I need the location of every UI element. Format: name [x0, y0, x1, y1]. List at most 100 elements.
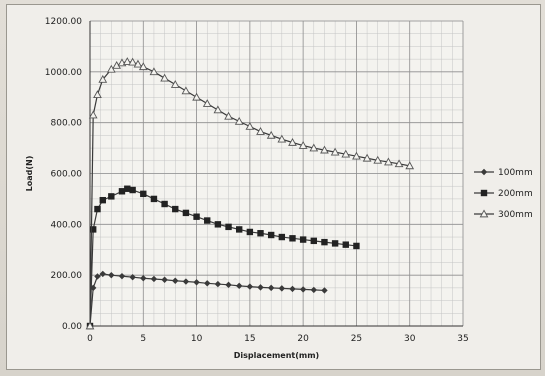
- data-point-100mm: [204, 280, 211, 287]
- data-point-300mm: [88, 110, 98, 119]
- data-point-300mm: [149, 67, 159, 76]
- data-point-100mm: [193, 279, 200, 286]
- legend-label-300mm: 300mm: [498, 210, 533, 220]
- data-point-200mm: [214, 221, 222, 228]
- data-point-100mm: [150, 275, 158, 283]
- data-point-300mm: [224, 111, 233, 120]
- data-point-100mm: [257, 284, 264, 291]
- data-point-100mm: [321, 287, 328, 294]
- data-point-200mm: [129, 186, 136, 194]
- data-point-300mm: [330, 147, 340, 156]
- data-point-300mm: [256, 127, 265, 135]
- legend-marker-100mm: [480, 168, 488, 176]
- data-point-300mm: [181, 86, 191, 95]
- data-point-200mm: [118, 188, 126, 195]
- data-point-200mm: [124, 185, 131, 192]
- data-point-100mm: [289, 285, 296, 293]
- data-point-300mm: [384, 157, 393, 166]
- data-point-300mm: [213, 105, 223, 114]
- data-point-200mm: [289, 235, 296, 242]
- data-point-200mm: [204, 217, 211, 224]
- data-point-200mm: [172, 205, 179, 213]
- data-point-300mm: [394, 159, 404, 168]
- x-tick-label: 35: [457, 334, 468, 344]
- data-point-300mm: [266, 130, 276, 139]
- data-point-200mm: [193, 213, 200, 220]
- data-point-100mm: [182, 278, 190, 285]
- data-point-100mm: [236, 282, 243, 290]
- y-tick-label: 800.00: [51, 119, 83, 129]
- data-point-200mm: [257, 230, 264, 237]
- data-point-200mm: [331, 240, 339, 247]
- data-point-200mm: [299, 236, 307, 243]
- data-point-300mm: [298, 141, 308, 149]
- data-point-200mm: [94, 205, 101, 213]
- x-axis-label: Displacement(mm): [234, 351, 319, 360]
- x-tick-label: 5: [140, 334, 146, 344]
- data-point-100mm: [94, 273, 101, 280]
- x-tick-label: 10: [191, 334, 203, 344]
- data-point-300mm: [234, 116, 244, 125]
- data-point-200mm: [267, 231, 275, 239]
- data-point-300mm: [192, 92, 201, 101]
- data-point-300mm: [309, 143, 319, 152]
- data-point-200mm: [140, 190, 147, 198]
- data-point-300mm: [106, 64, 116, 73]
- data-point-100mm: [99, 270, 106, 278]
- data-point-300mm: [277, 134, 287, 143]
- data-point-300mm: [138, 62, 148, 71]
- data-point-100mm: [161, 276, 168, 283]
- data-point-300mm: [85, 321, 95, 330]
- data-point-200mm: [161, 200, 168, 208]
- data-point-100mm: [172, 277, 179, 284]
- data-point-100mm: [225, 281, 232, 289]
- data-point-200mm: [246, 228, 254, 236]
- x-tick-label: 20: [297, 334, 309, 344]
- data-point-300mm: [128, 57, 137, 66]
- data-point-100mm: [214, 280, 222, 288]
- y-tick-label: 1200.00: [45, 17, 82, 27]
- data-point-100mm: [310, 286, 317, 294]
- data-point-100mm: [246, 283, 254, 290]
- data-point-100mm: [299, 286, 307, 293]
- data-point-200mm: [89, 226, 97, 233]
- data-point-200mm: [182, 209, 190, 217]
- data-point-300mm: [373, 155, 383, 164]
- x-tick-label: 25: [351, 334, 362, 344]
- data-point-300mm: [122, 57, 132, 65]
- y-tick-label: 200.00: [51, 271, 83, 281]
- data-point-100mm: [140, 275, 147, 282]
- x-tick-label: 15: [244, 334, 255, 344]
- data-point-300mm: [98, 74, 108, 83]
- data-point-300mm: [288, 137, 297, 146]
- data-point-200mm: [236, 226, 243, 233]
- data-point-100mm: [118, 272, 126, 280]
- data-point-200mm: [225, 223, 232, 231]
- data-point-300mm: [341, 149, 351, 158]
- data-point-200mm: [99, 196, 106, 204]
- data-point-300mm: [202, 99, 212, 107]
- data-point-100mm: [267, 284, 275, 292]
- data-point-300mm: [405, 161, 415, 170]
- data-point-300mm: [362, 153, 372, 162]
- data-point-200mm: [150, 195, 158, 203]
- data-point-300mm: [352, 151, 361, 160]
- data-point-200mm: [108, 193, 115, 200]
- legend-label-200mm: 200mm: [498, 189, 533, 199]
- data-point-200mm: [278, 233, 286, 241]
- y-tick-label: 0.00: [62, 322, 82, 332]
- y-axis-label: Load(N): [25, 156, 34, 192]
- data-point-300mm: [93, 90, 102, 99]
- legend-marker-300mm: [479, 209, 489, 218]
- x-tick-label: 0: [87, 334, 93, 344]
- y-tick-label: 1000.00: [45, 68, 82, 78]
- legend-label-100mm: 100mm: [498, 168, 533, 178]
- y-tick-label: 400.00: [51, 220, 83, 230]
- y-tick-label: 600.00: [51, 170, 83, 180]
- data-point-200mm: [310, 237, 317, 245]
- data-point-300mm: [245, 121, 255, 130]
- data-point-100mm: [129, 274, 136, 281]
- x-tick-label: 30: [404, 334, 416, 344]
- data-point-300mm: [133, 59, 143, 68]
